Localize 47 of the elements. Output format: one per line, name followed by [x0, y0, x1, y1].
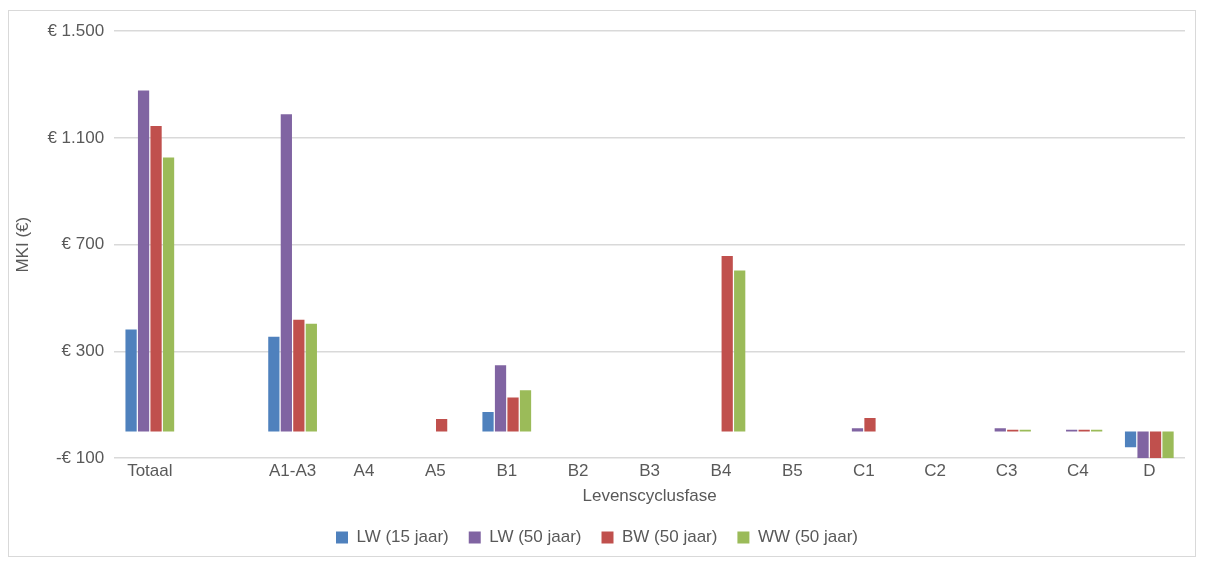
x-tick-label: D: [1143, 461, 1156, 481]
bar: [864, 417, 876, 432]
bar: [851, 428, 864, 432]
x-tick-label: C4: [1067, 461, 1089, 481]
bar: [293, 319, 305, 432]
x-tick-label: B3: [639, 461, 660, 481]
bar: [507, 397, 519, 432]
x-tick-label: Totaal: [127, 461, 173, 481]
x-tick-label: C2: [924, 461, 946, 481]
bar: [125, 329, 137, 432]
x-tick-label: C3: [995, 461, 1018, 481]
bar: [994, 428, 1006, 432]
y-tick-label: € 300: [61, 341, 105, 361]
bar: [162, 157, 175, 432]
bar: [494, 365, 507, 432]
x-axis-title: Levenscyclusfase: [582, 486, 717, 506]
y-tick-label: -€ 100: [55, 447, 105, 467]
y-tick-label: € 1.100: [47, 127, 105, 147]
legend-label: LW (50 jaar): [489, 527, 582, 547]
bar: [1162, 431, 1174, 459]
x-tick-label: B5: [781, 461, 803, 481]
legend-label: LW (15 jaar): [356, 527, 449, 547]
legend-label: BW (50 jaar): [622, 527, 718, 547]
bar: [305, 323, 317, 432]
y-tick-label: € 700: [61, 234, 105, 254]
x-tick-label: A5: [424, 461, 446, 481]
legend-label: WW (50 jaar): [757, 527, 859, 547]
x-tick-label: A1-A3: [268, 461, 317, 481]
bar: [137, 90, 150, 432]
y-axis-title: MKI (€): [12, 216, 32, 273]
bar: [150, 125, 162, 432]
bar: [1137, 431, 1149, 459]
bar: [1149, 431, 1162, 459]
bar: [721, 255, 733, 432]
x-tick-label: B4: [710, 461, 732, 481]
bar: [1124, 431, 1137, 448]
bar: [268, 336, 280, 432]
x-tick-label: B2: [567, 461, 589, 481]
bar: [280, 114, 292, 432]
y-tick-label: € 1.500: [47, 20, 105, 40]
bar: [436, 418, 448, 432]
bar: [519, 390, 532, 432]
x-tick-label: B1: [496, 461, 518, 481]
x-tick-label: A4: [353, 461, 375, 481]
x-tick-label: C1: [852, 461, 875, 481]
bar: [734, 270, 746, 432]
bar: [482, 412, 494, 432]
